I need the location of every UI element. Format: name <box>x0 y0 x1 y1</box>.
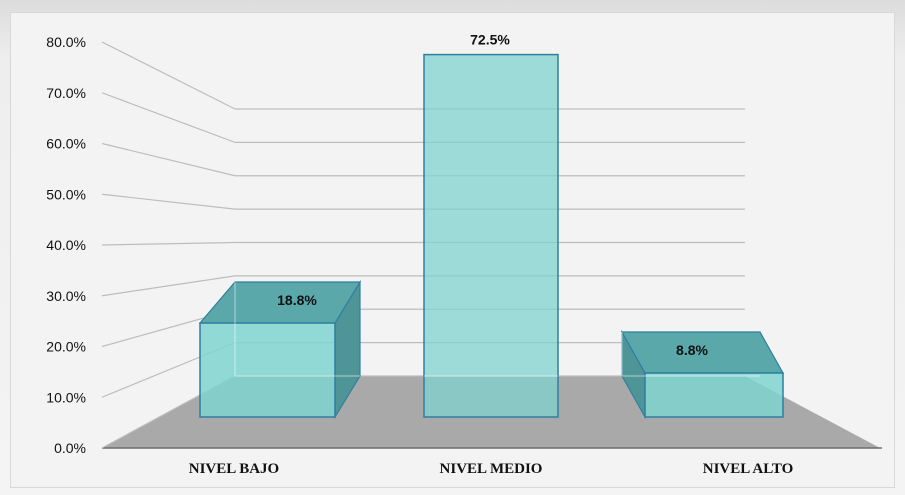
y-tick-label: 80.0% <box>46 34 86 50</box>
data-label: 18.8% <box>277 292 317 308</box>
y-tick-label: 20.0% <box>46 339 86 355</box>
data-label: 72.5% <box>470 32 510 48</box>
y-tick-label: 40.0% <box>46 237 86 253</box>
bar-front-face <box>644 372 784 418</box>
y-tick-label: 70.0% <box>46 85 86 101</box>
data-label: 8.8% <box>676 342 708 358</box>
gridline-wall <box>101 275 236 297</box>
gridline-wall <box>101 92 236 143</box>
y-tick-label: 50.0% <box>46 186 86 202</box>
bar-inner-edge <box>234 282 360 377</box>
bar-3 <box>620 329 785 420</box>
bar-2 <box>423 53 559 418</box>
bar-front-face <box>199 322 336 418</box>
y-tick-label: 30.0% <box>46 288 86 304</box>
gridline-wall <box>101 142 236 177</box>
bar-1 <box>198 279 362 420</box>
y-tick-label: 60.0% <box>46 136 86 152</box>
y-tick-label: 0.0% <box>54 440 86 456</box>
gridline-wall <box>101 41 236 110</box>
bar-front-face <box>423 53 559 418</box>
gridline-wall <box>101 193 236 210</box>
bar-inner-edge <box>621 332 760 377</box>
x-tick-label: NIVEL ALTO <box>703 461 793 477</box>
y-tick-label: 10.0% <box>46 389 86 405</box>
x-tick-label: NIVEL MEDIO <box>440 461 543 477</box>
gridline-wall <box>101 241 236 246</box>
x-tick-label: NIVEL BAJO <box>189 461 279 477</box>
